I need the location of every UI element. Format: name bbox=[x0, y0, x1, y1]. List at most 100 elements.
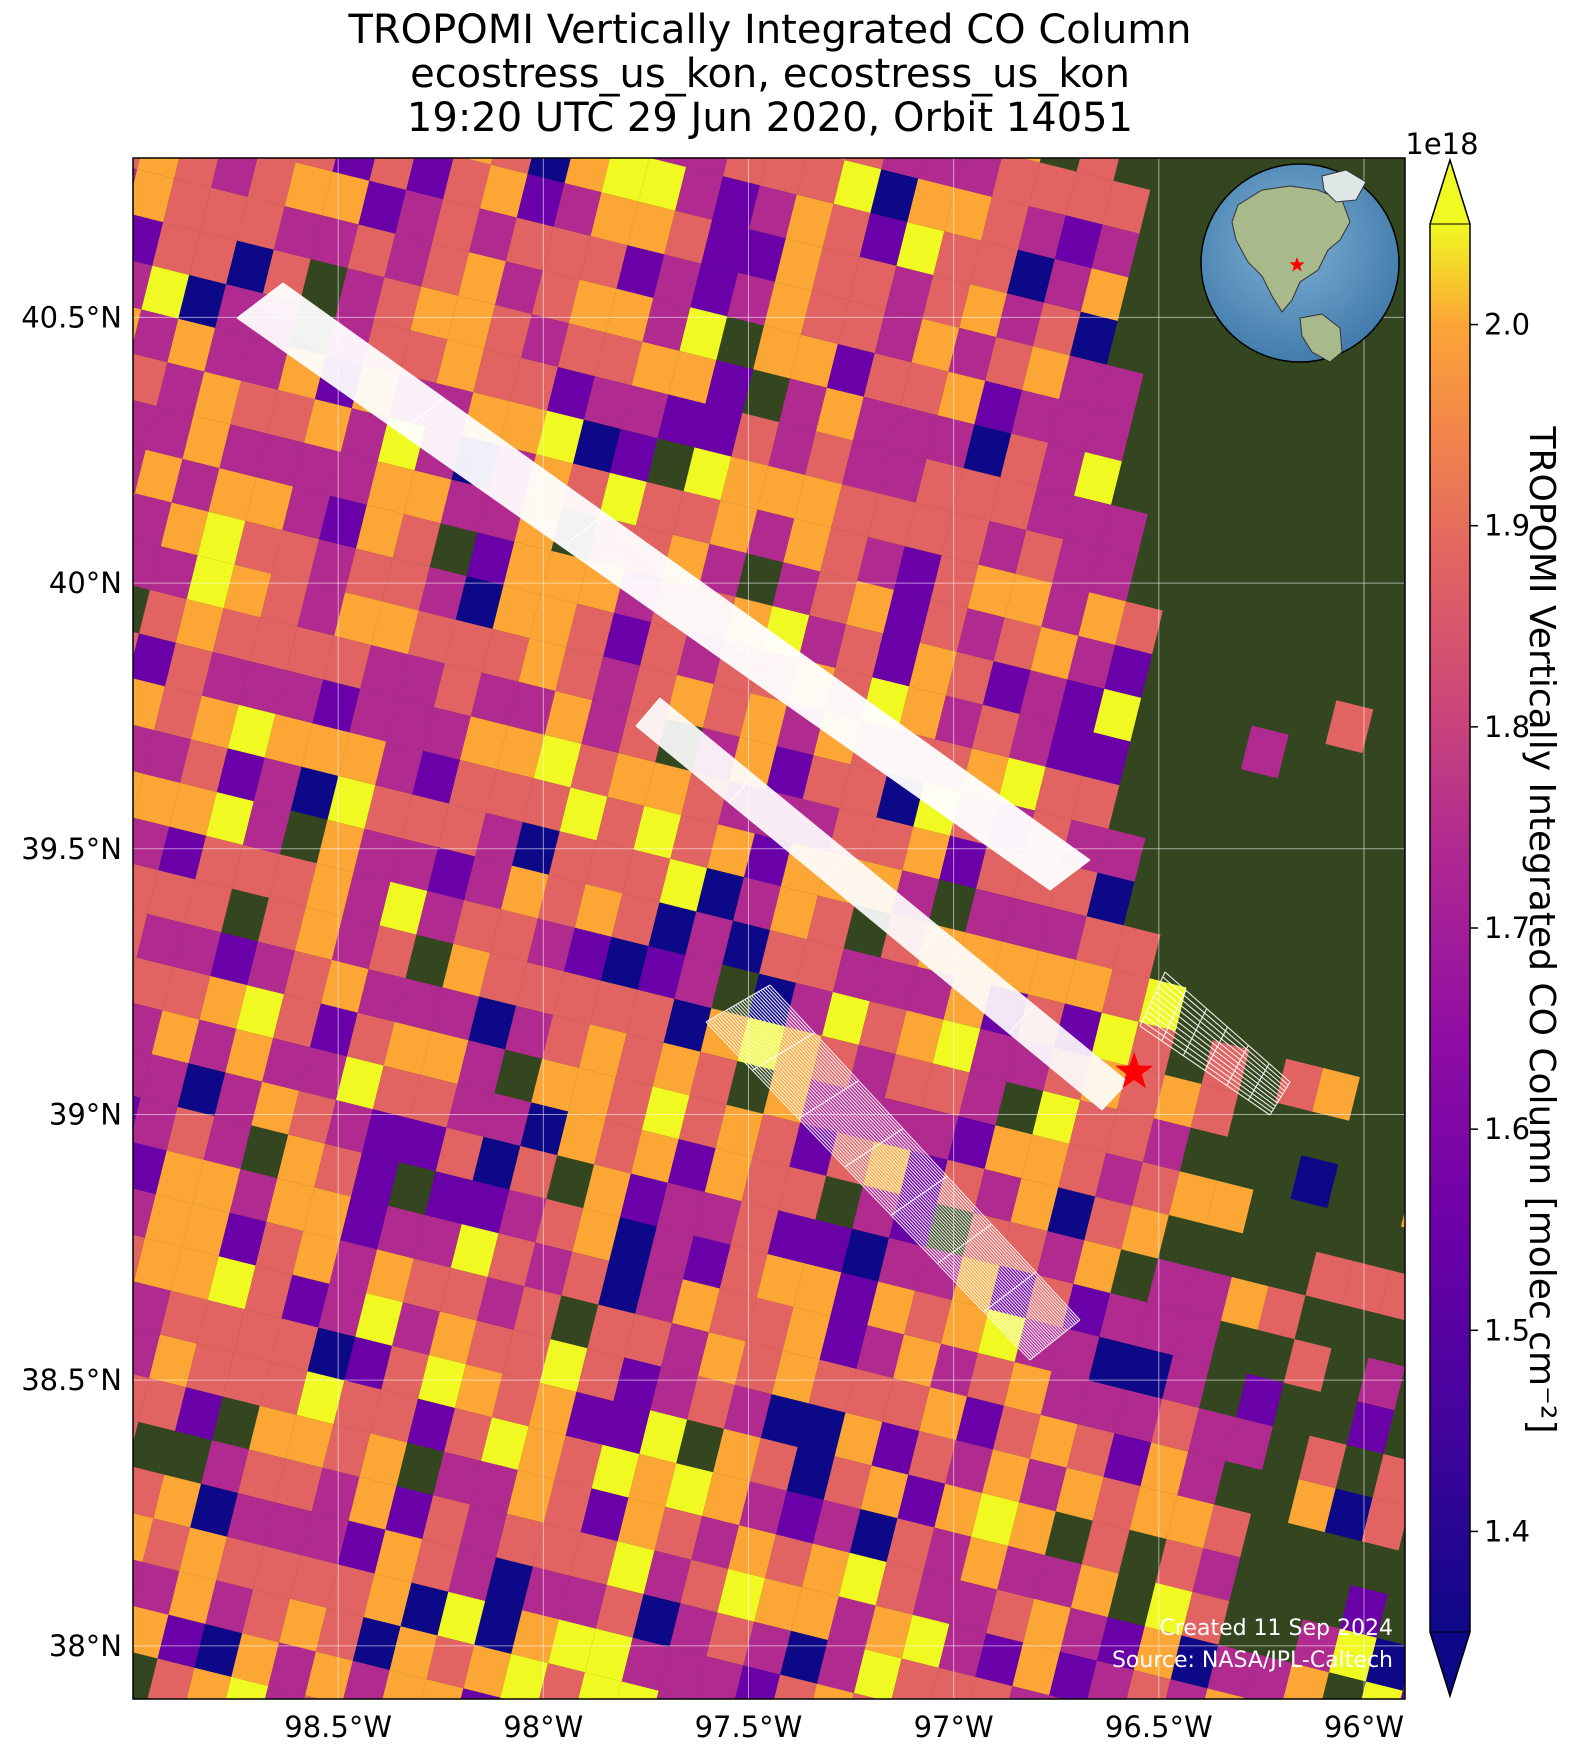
co-pixel bbox=[487, 1233, 536, 1287]
co-pixel bbox=[797, 1403, 846, 1457]
co-pixel bbox=[1136, 1302, 1184, 1356]
co-pixel bbox=[934, 1483, 983, 1537]
colorbar-max-extension bbox=[1429, 158, 1471, 225]
footprint-band-lower bbox=[705, 984, 1081, 1361]
co-pixel bbox=[322, 1424, 371, 1477]
map-title-line-2: ecostress_us_kon, ecostress_us_kon bbox=[410, 51, 1130, 97]
co-pixel bbox=[133, 1095, 141, 1129]
co-pixel bbox=[300, 1511, 349, 1565]
co-pixel bbox=[133, 493, 172, 547]
co-pixel bbox=[1329, 1628, 1377, 1682]
co-pixel bbox=[986, 1589, 1035, 1643]
co-pixel bbox=[364, 785, 413, 839]
map-area[interactable]: Created 11 Sep 2024 Source: NASA/JPL-Cal… bbox=[69, 94, 1468, 1748]
co-pixel bbox=[522, 1566, 570, 1620]
co-pixel bbox=[632, 1594, 681, 1647]
co-pixel bbox=[930, 555, 979, 609]
co-pixel bbox=[479, 953, 527, 1006]
co-pixel bbox=[841, 1228, 889, 1282]
co-pixel bbox=[155, 1150, 204, 1204]
co-pixel bbox=[133, 1142, 167, 1195]
co-pixel bbox=[764, 281, 812, 335]
co-pixel bbox=[907, 178, 956, 232]
co-pixel bbox=[1048, 399, 1096, 452]
co-pixel bbox=[885, 265, 934, 319]
co-pixel bbox=[285, 1414, 334, 1468]
co-pixel bbox=[360, 645, 408, 698]
co-pixel bbox=[147, 870, 196, 924]
co-pixel bbox=[1121, 1205, 1169, 1259]
co-pixel bbox=[72, 388, 120, 441]
co-pixel bbox=[607, 753, 656, 806]
co-pixel bbox=[665, 1463, 714, 1516]
co-pixel bbox=[621, 1637, 670, 1691]
co-pixel bbox=[137, 158, 180, 179]
co-pixel bbox=[1088, 1336, 1137, 1390]
co-pixel bbox=[136, 1702, 184, 1748]
co-pixel bbox=[848, 256, 897, 310]
co-pixel bbox=[1004, 573, 1053, 627]
co-pixel bbox=[798, 615, 847, 668]
co-pixel bbox=[442, 943, 491, 997]
co-pixel bbox=[502, 1329, 551, 1383]
co-pixel bbox=[297, 583, 346, 636]
co-pixel bbox=[162, 966, 211, 1020]
co-pixel bbox=[672, 491, 721, 544]
co-pixel bbox=[319, 495, 367, 549]
co-pixel bbox=[366, 1249, 414, 1303]
co-pixel bbox=[197, 511, 246, 565]
co-pixel bbox=[963, 424, 1012, 478]
co-pixel bbox=[779, 378, 827, 432]
co-pixel bbox=[379, 881, 428, 935]
x-tick-label: 98°W bbox=[503, 1710, 583, 1744]
co-pixel bbox=[459, 716, 508, 770]
co-pixel bbox=[628, 1454, 677, 1507]
co-pixel bbox=[1047, 1187, 1096, 1241]
co-pixel bbox=[708, 1288, 757, 1342]
co-pixel bbox=[566, 603, 615, 657]
co-pixel bbox=[1039, 907, 1087, 960]
co-pixel bbox=[796, 158, 845, 204]
co-pixel bbox=[505, 1005, 553, 1059]
co-pixel bbox=[383, 1021, 432, 1075]
north-america-landmass bbox=[1231, 185, 1351, 313]
co-pixel bbox=[707, 824, 755, 878]
co-pixel bbox=[898, 686, 946, 740]
co-pixel bbox=[143, 730, 191, 783]
co-pixel bbox=[1101, 969, 1150, 1022]
co-pixel bbox=[656, 1182, 705, 1236]
co-pixel bbox=[447, 295, 496, 349]
co-pixel bbox=[1144, 1582, 1193, 1636]
co-pixel bbox=[384, 233, 433, 287]
co-pixel bbox=[872, 633, 920, 687]
co-pixel bbox=[835, 624, 884, 678]
co-pixel bbox=[413, 1215, 462, 1268]
y-tick-label: 40°N bbox=[49, 566, 122, 600]
co-pixel bbox=[971, 1493, 1019, 1546]
co-pixel bbox=[133, 910, 148, 958]
co-pixel bbox=[956, 1396, 1004, 1450]
co-pixel bbox=[69, 712, 117, 765]
co-pixel bbox=[1129, 1486, 1178, 1539]
co-pixel bbox=[1361, 1497, 1405, 1551]
co-pixel bbox=[403, 470, 452, 524]
co-pixel bbox=[281, 1274, 330, 1328]
co-pixel bbox=[823, 1456, 872, 1510]
co-pixel bbox=[1106, 1109, 1154, 1163]
co-pixel bbox=[333, 1380, 382, 1434]
co-pixel bbox=[731, 412, 780, 466]
co-pixel bbox=[1051, 1327, 1100, 1381]
co-pixel bbox=[1028, 950, 1076, 1004]
co-pixel bbox=[771, 98, 819, 151]
site-star-marker[interactable] bbox=[1115, 1052, 1154, 1089]
co-pixel bbox=[576, 1348, 625, 1402]
co-pixel bbox=[1071, 776, 1120, 829]
co-pixel bbox=[844, 158, 885, 170]
co-pixel bbox=[216, 1536, 264, 1590]
co-pixel bbox=[423, 707, 471, 760]
co-pixel bbox=[1059, 355, 1107, 409]
co-pixel bbox=[748, 185, 797, 239]
co-pixel bbox=[151, 1010, 200, 1064]
co-pixel bbox=[133, 307, 142, 344]
co-pixel bbox=[579, 1024, 627, 1078]
